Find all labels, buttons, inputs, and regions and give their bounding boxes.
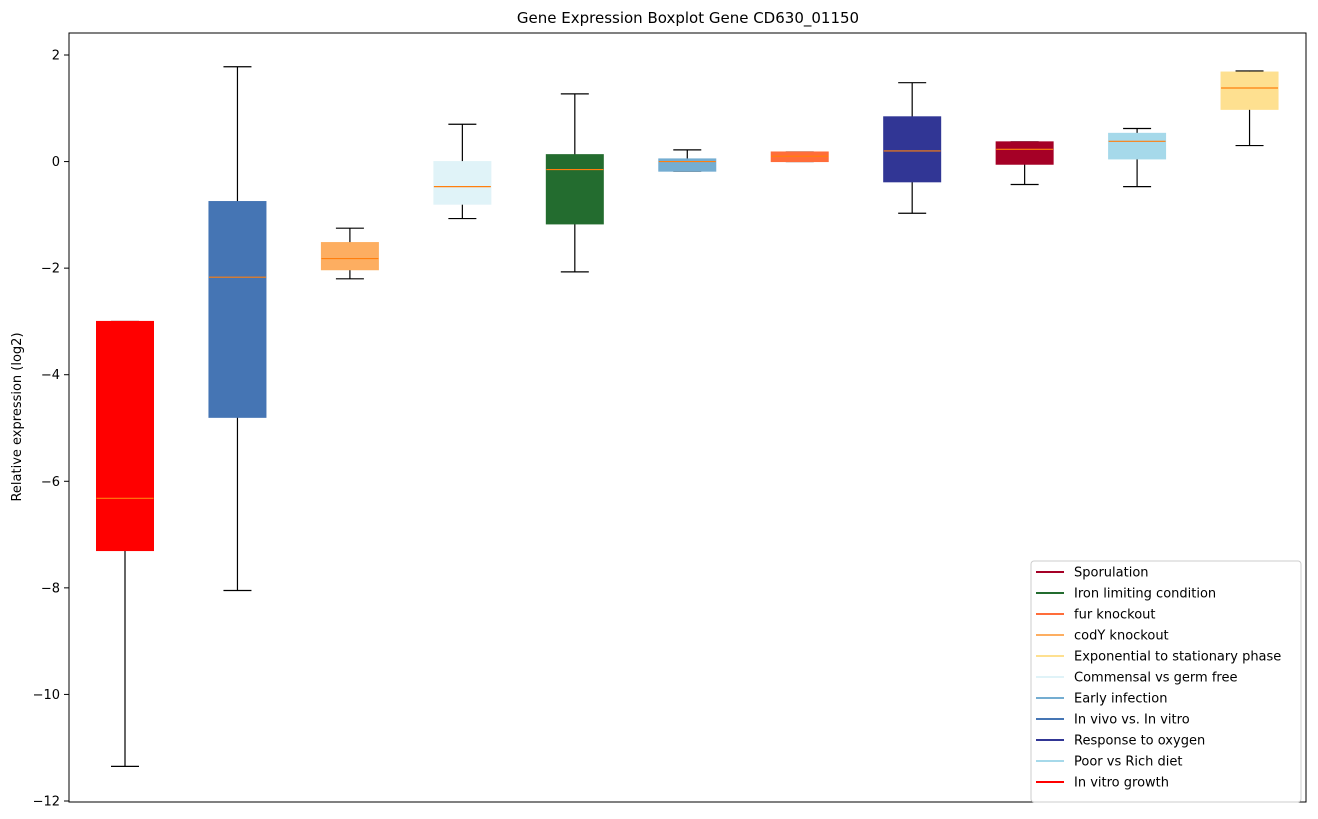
- box-2: [208, 66, 267, 592]
- box-8: [883, 82, 942, 214]
- y-tick-label: −12: [33, 795, 60, 810]
- legend-label: Response to oxygen: [1074, 734, 1205, 749]
- box-3: [320, 227, 379, 280]
- legend-entry: Commensal vs germ free: [1036, 671, 1237, 686]
- legend-entry: In vivo vs. In vitro: [1036, 713, 1190, 728]
- legend-label: Poor vs Rich diet: [1074, 755, 1182, 770]
- legend-entry: Early infection: [1036, 692, 1167, 707]
- box-10: [1108, 127, 1167, 188]
- legend-entry: codY knockout: [1036, 629, 1169, 644]
- box-body: [320, 242, 379, 271]
- box-body: [208, 201, 267, 418]
- y-tick-label: −10: [33, 688, 60, 703]
- legend-label: Early infection: [1074, 692, 1167, 707]
- legend-entry: Response to oxygen: [1036, 734, 1205, 749]
- box-9: [995, 141, 1054, 186]
- legend-entry: Sporulation: [1036, 566, 1149, 581]
- box-4: [433, 123, 492, 220]
- y-tick-label: 0: [52, 155, 60, 170]
- legend-entry: Exponential to stationary phase: [1036, 650, 1281, 665]
- y-tick-label: −4: [41, 368, 60, 383]
- legend-frame: [1030, 560, 1302, 803]
- box-body: [545, 154, 604, 225]
- y-tick-label: −2: [41, 262, 60, 277]
- box-7: [770, 151, 829, 163]
- legend-label: Commensal vs germ free: [1074, 671, 1237, 686]
- legend-entry: fur knockout: [1036, 608, 1156, 623]
- legend-label: fur knockout: [1074, 608, 1156, 623]
- box-6: [658, 149, 717, 172]
- chart-title: Gene Expression Boxplot Gene CD630_01150: [517, 9, 859, 28]
- box-body: [995, 141, 1054, 165]
- legend-entry: Iron limiting condition: [1036, 587, 1216, 602]
- legend-label: codY knockout: [1074, 629, 1169, 644]
- box-body: [1220, 71, 1279, 110]
- y-tick-label: 2: [52, 49, 60, 64]
- axes-frame: [68, 32, 1307, 803]
- legend: Sporulation Iron limiting condition fur kn…: [1030, 560, 1302, 803]
- legend-entry: Poor vs Rich diet: [1036, 755, 1182, 770]
- legend-label: In vitro growth: [1074, 776, 1169, 791]
- legend-entry: In vitro growth: [1036, 776, 1169, 791]
- box-1: [96, 320, 154, 767]
- box-11: [1220, 70, 1279, 147]
- legend-label: In vivo vs. In vitro: [1074, 713, 1190, 728]
- box-body: [96, 320, 154, 552]
- legend-label: Iron limiting condition: [1074, 587, 1216, 602]
- box-body: [1108, 132, 1167, 160]
- box-body: [883, 116, 942, 183]
- y-tick-label: −8: [41, 581, 60, 596]
- box-body: [433, 161, 492, 205]
- legend-label: Exponential to stationary phase: [1074, 650, 1281, 665]
- y-axis-label: Relative expression (log2): [10, 332, 25, 501]
- box-body: [658, 158, 717, 172]
- box-5: [545, 93, 604, 273]
- legend-label: Sporulation: [1074, 566, 1149, 581]
- y-axis: 2 0 −2 −4 −6 −8 −10 −12: [33, 32, 1307, 810]
- plot-area: [96, 66, 1279, 767]
- y-tick-label: −6: [41, 475, 60, 490]
